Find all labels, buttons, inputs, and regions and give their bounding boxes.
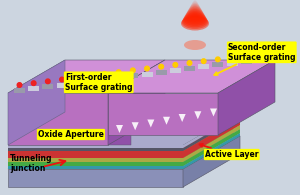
Ellipse shape <box>191 3 199 7</box>
Text: Tunneling
junction: Tunneling junction <box>10 154 52 173</box>
Ellipse shape <box>181 17 209 30</box>
Polygon shape <box>147 120 154 128</box>
Polygon shape <box>8 148 183 151</box>
Polygon shape <box>56 82 68 88</box>
Ellipse shape <box>182 16 208 29</box>
Ellipse shape <box>187 9 203 18</box>
Circle shape <box>187 61 192 65</box>
Polygon shape <box>241 59 252 64</box>
Text: Oxide Aperture: Oxide Aperture <box>38 130 104 139</box>
Polygon shape <box>142 72 152 76</box>
Polygon shape <box>183 129 240 166</box>
Polygon shape <box>8 129 240 162</box>
Polygon shape <box>184 66 195 71</box>
Polygon shape <box>198 64 209 69</box>
Polygon shape <box>156 70 167 75</box>
Ellipse shape <box>193 1 197 4</box>
Ellipse shape <box>189 6 201 12</box>
Circle shape <box>130 68 135 73</box>
Polygon shape <box>212 62 223 67</box>
Polygon shape <box>8 118 240 151</box>
Polygon shape <box>183 136 240 187</box>
Circle shape <box>102 72 107 76</box>
Polygon shape <box>183 112 240 148</box>
Polygon shape <box>8 133 240 166</box>
Polygon shape <box>108 60 275 93</box>
Polygon shape <box>127 73 138 78</box>
Ellipse shape <box>190 4 200 8</box>
Polygon shape <box>8 125 240 158</box>
Circle shape <box>88 74 93 78</box>
Circle shape <box>17 83 22 87</box>
Polygon shape <box>113 75 124 80</box>
Text: Second-order
Surface grating: Second-order Surface grating <box>214 43 296 75</box>
Circle shape <box>145 66 149 71</box>
Polygon shape <box>218 60 275 135</box>
Ellipse shape <box>184 40 206 50</box>
Circle shape <box>215 57 220 62</box>
Polygon shape <box>210 108 217 116</box>
Circle shape <box>32 81 36 85</box>
Circle shape <box>258 51 262 56</box>
Circle shape <box>60 77 64 82</box>
Polygon shape <box>99 77 110 82</box>
Polygon shape <box>8 60 65 145</box>
Polygon shape <box>28 86 39 91</box>
Polygon shape <box>183 118 240 158</box>
Circle shape <box>173 63 178 67</box>
Text: First-order
Surface grating: First-order Surface grating <box>65 73 133 92</box>
Polygon shape <box>8 166 183 169</box>
Polygon shape <box>255 57 266 62</box>
Ellipse shape <box>190 5 200 10</box>
Polygon shape <box>42 84 53 89</box>
Circle shape <box>244 53 248 58</box>
Ellipse shape <box>184 12 206 23</box>
Polygon shape <box>132 122 139 130</box>
Polygon shape <box>226 60 238 66</box>
Polygon shape <box>8 60 165 93</box>
Polygon shape <box>116 125 123 133</box>
Polygon shape <box>8 115 240 148</box>
Ellipse shape <box>186 10 204 20</box>
Circle shape <box>116 70 121 74</box>
Polygon shape <box>108 135 131 145</box>
Circle shape <box>230 55 234 60</box>
Polygon shape <box>183 133 240 169</box>
Circle shape <box>74 75 79 80</box>
Polygon shape <box>179 114 186 122</box>
Ellipse shape <box>183 14 207 26</box>
Ellipse shape <box>185 11 205 21</box>
Ellipse shape <box>182 15 208 27</box>
Polygon shape <box>8 151 183 158</box>
Polygon shape <box>108 60 165 145</box>
Text: Active Layer: Active Layer <box>200 144 259 159</box>
Ellipse shape <box>188 7 202 13</box>
Polygon shape <box>8 93 108 145</box>
Ellipse shape <box>188 8 202 15</box>
Polygon shape <box>194 111 201 119</box>
Polygon shape <box>8 145 183 148</box>
Circle shape <box>159 64 164 69</box>
Polygon shape <box>8 136 240 169</box>
Polygon shape <box>170 68 181 73</box>
Circle shape <box>201 59 206 63</box>
Ellipse shape <box>193 0 197 2</box>
Polygon shape <box>8 162 183 166</box>
Polygon shape <box>14 88 25 93</box>
Ellipse shape <box>192 2 198 5</box>
Polygon shape <box>85 79 96 84</box>
Polygon shape <box>8 112 240 145</box>
Circle shape <box>46 79 50 84</box>
Polygon shape <box>71 81 82 86</box>
Polygon shape <box>8 158 183 162</box>
Polygon shape <box>108 93 218 135</box>
Polygon shape <box>163 117 170 125</box>
Polygon shape <box>183 125 240 162</box>
Polygon shape <box>8 169 183 187</box>
Ellipse shape <box>184 13 206 24</box>
Polygon shape <box>183 115 240 151</box>
Ellipse shape <box>187 8 203 16</box>
